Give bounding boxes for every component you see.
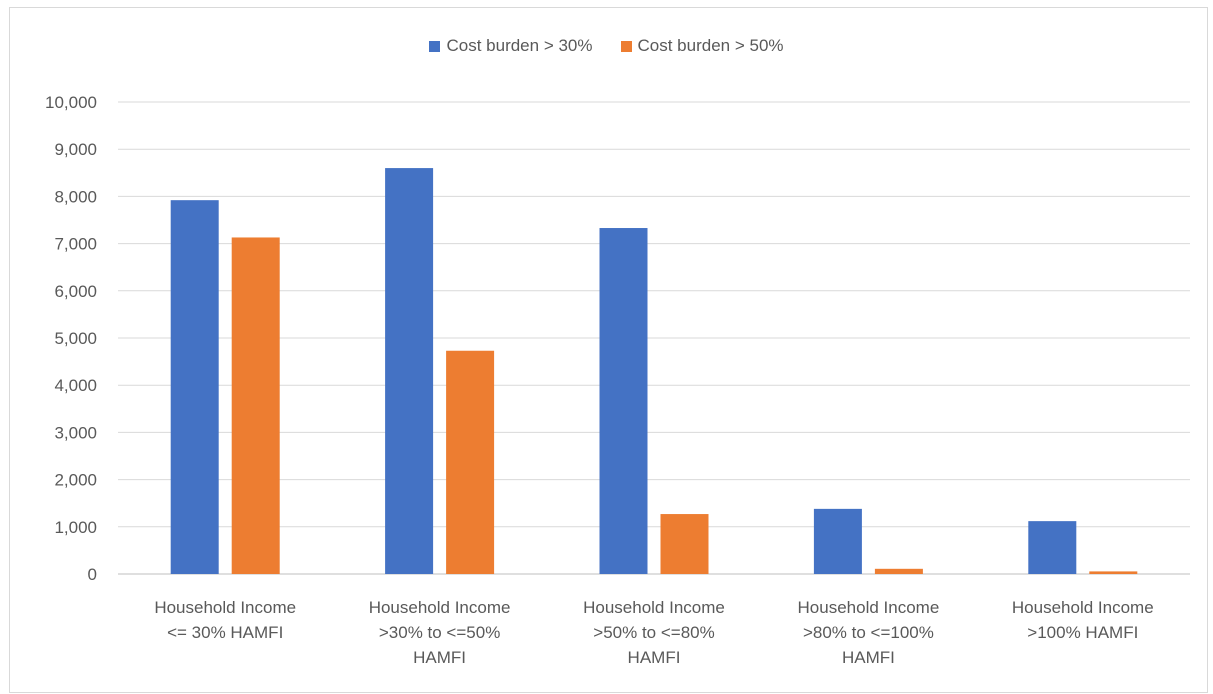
x-tick-label: Household Income <box>583 598 725 617</box>
x-tick-label: <= 30% HAMFI <box>167 623 283 642</box>
bar-series-1 <box>599 228 648 575</box>
legend-label-series-1: Cost burden > 30% <box>446 36 593 55</box>
legend-item-series-2: Cost burden > 50% <box>620 36 784 56</box>
y-tick-label: 9,000 <box>54 140 97 159</box>
y-tick-label: 10,000 <box>45 93 97 112</box>
y-tick-label: 5,000 <box>54 329 97 348</box>
bar-series-2 <box>446 350 495 574</box>
bar-series-1 <box>385 168 434 574</box>
bar-series-1 <box>813 508 862 574</box>
y-tick-label: 0 <box>88 565 97 584</box>
x-tick-label: HAMFI <box>842 648 895 667</box>
x-tick-label: Household Income <box>1012 598 1154 617</box>
legend-swatch-series-2 <box>620 40 632 52</box>
x-tick-label: Household Income <box>798 598 940 617</box>
x-tick-label: Household Income <box>154 598 296 617</box>
y-tick-label: 7,000 <box>54 235 97 254</box>
y-tick-label: 1,000 <box>54 518 97 537</box>
bar-series-2 <box>231 237 280 575</box>
legend-label-series-2: Cost burden > 50% <box>637 36 784 55</box>
x-tick-label: HAMFI <box>413 648 466 667</box>
x-tick-label: >50% to <=80% <box>593 623 714 642</box>
bar-series-1 <box>170 200 219 574</box>
bar-series-2 <box>874 568 923 574</box>
bar-series-2 <box>660 514 709 574</box>
legend-swatch-series-1 <box>429 40 441 52</box>
x-tick-label: >100% HAMFI <box>1027 623 1138 642</box>
legend: Cost burden > 30% Cost burden > 50% <box>0 36 1213 56</box>
y-tick-label: 6,000 <box>54 282 97 301</box>
y-tick-label: 2,000 <box>54 471 97 490</box>
x-tick-label: HAMFI <box>628 648 681 667</box>
y-tick-label: 3,000 <box>54 423 97 442</box>
x-tick-label: Household Income <box>369 598 511 617</box>
x-tick-label: >30% to <=50% <box>379 623 500 642</box>
bar-series-1 <box>1028 521 1077 574</box>
y-tick-label: 8,000 <box>54 187 97 206</box>
legend-item-series-1: Cost burden > 30% <box>429 36 593 56</box>
bar-series-2 <box>1089 571 1138 574</box>
x-tick-label: >80% to <=100% <box>803 623 934 642</box>
y-tick-label: 4,000 <box>54 376 97 395</box>
